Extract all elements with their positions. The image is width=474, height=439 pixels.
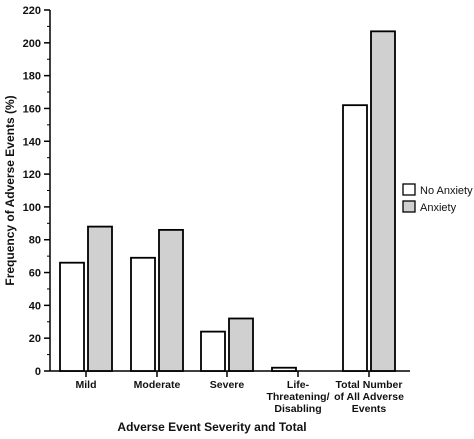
x-axis: Mild Moderate Severe Life-Threatening/Disab… (50, 370, 410, 415)
bar-no-anxiety (271, 366, 297, 372)
x-tick-label: Life-Threatening/Disabling (266, 379, 329, 415)
y-tick-label: 60 (29, 268, 41, 280)
y-tick-label: 80 (29, 235, 41, 247)
x-tick-label: Total Number of All Adverse Events (334, 379, 404, 415)
y-tick-label: 100 (23, 202, 41, 214)
y-tick-label: 160 (23, 103, 41, 115)
y-tick-label: 120 (23, 169, 41, 181)
bar-no-anxiety (59, 261, 85, 372)
y-tick-label: 200 (23, 38, 41, 50)
y-axis: 0 20 40 60 80 100 120 140 160 180 200 220 (23, 5, 51, 378)
legend-swatch (402, 200, 416, 213)
x-tick-label: Mild (76, 379, 97, 391)
x-axis-title: Adverse Event Severity and Total (117, 420, 306, 434)
bar-anxiety (87, 225, 113, 372)
bar-anxiety (158, 228, 184, 372)
x-tick-label: Severe (210, 379, 245, 391)
legend-label: No Anxiety (420, 185, 473, 197)
y-tick-label: 0 (35, 366, 41, 378)
legend-swatch (402, 183, 416, 196)
y-tick-label: 220 (23, 5, 41, 17)
bar-no-anxiety (200, 330, 226, 372)
legend-label: Anxiety (420, 202, 457, 214)
y-tick-label: 40 (29, 300, 41, 312)
y-tick-label: 140 (23, 136, 41, 148)
bars (59, 30, 396, 372)
bar-no-anxiety (342, 104, 368, 372)
x-tick-label: Moderate (134, 379, 181, 391)
legend: No Anxiety Anxiety (402, 183, 473, 214)
y-tick-label: 20 (29, 333, 41, 345)
y-axis-title: Frequency of Adverse Events (%) (3, 95, 17, 285)
bar-no-anxiety (130, 256, 156, 372)
bar-anxiety (370, 30, 396, 372)
bar-anxiety (228, 317, 254, 372)
y-tick-label: 180 (23, 71, 41, 83)
